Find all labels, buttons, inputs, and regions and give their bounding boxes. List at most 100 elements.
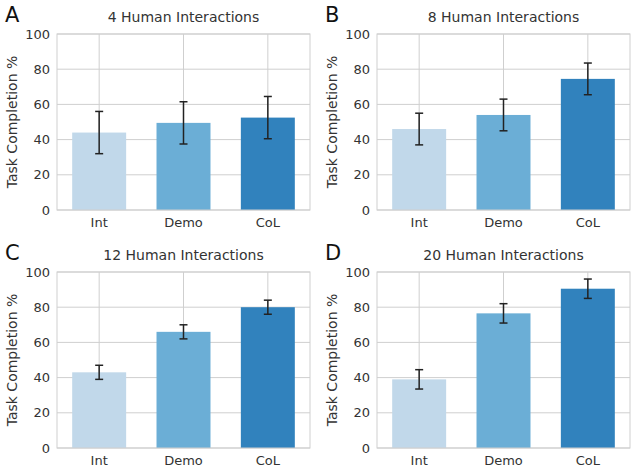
frame bbox=[57, 34, 310, 210]
error-bar bbox=[500, 99, 508, 131]
panel: 020406080100IntDemoCoL8 Human Interactio… bbox=[324, 3, 630, 230]
error-cap bbox=[584, 298, 592, 300]
panel: 0 20 40 60 80 100 Int Demo CoL 20 Human Interacti… bbox=[324, 241, 630, 468]
error-cap bbox=[415, 369, 423, 371]
frame bbox=[377, 34, 630, 210]
panel-letter: A bbox=[5, 3, 20, 27]
frame bbox=[57, 272, 310, 448]
error-line bbox=[503, 99, 505, 131]
y-tick-label: 100 bbox=[345, 27, 370, 42]
marks bbox=[72, 96, 295, 210]
x-tick-label: Int bbox=[411, 215, 428, 230]
y-tick-label: 0 bbox=[42, 203, 50, 218]
title: 20 Human Interactions bbox=[423, 247, 583, 263]
title: 8 Human Interactions bbox=[428, 9, 580, 25]
x-tick-label: CoL bbox=[256, 453, 281, 468]
y-tick-label: 60 bbox=[353, 335, 370, 350]
panel-letter: D bbox=[325, 241, 341, 265]
y-tick-label: 0 bbox=[362, 203, 370, 218]
x-tick-label: CoL bbox=[256, 215, 281, 230]
error-line bbox=[587, 279, 589, 298]
error-bar bbox=[264, 300, 272, 314]
y-tick-label: 60 bbox=[33, 97, 50, 112]
y-tick-label: 40 bbox=[33, 370, 50, 385]
error-cap bbox=[500, 322, 508, 324]
y-axis-label: Task Completion % bbox=[4, 56, 20, 190]
y-tick-label: 20 bbox=[33, 167, 50, 182]
x-tick-label: Int bbox=[91, 215, 108, 230]
x-tick-label: Int bbox=[411, 453, 428, 468]
bar bbox=[477, 313, 531, 448]
marks bbox=[392, 63, 615, 210]
y-tick-label: 100 bbox=[345, 265, 370, 280]
error-line bbox=[183, 325, 185, 339]
y-tick-label: 40 bbox=[353, 370, 370, 385]
x-tick-label: Int bbox=[91, 453, 108, 468]
y-tick-label: 60 bbox=[33, 335, 50, 350]
x-tick-label: Demo bbox=[164, 453, 203, 468]
error-cap bbox=[415, 388, 423, 390]
error-cap bbox=[584, 278, 592, 280]
error-cap bbox=[264, 313, 272, 315]
x-tick-label: Demo bbox=[484, 453, 523, 468]
y-axis-label: Task Completion % bbox=[324, 294, 340, 428]
error-line bbox=[503, 304, 505, 323]
error-bar bbox=[180, 325, 188, 339]
error-cap bbox=[584, 94, 592, 96]
y-tick-label: 20 bbox=[33, 405, 50, 420]
bar bbox=[561, 79, 615, 210]
error-line bbox=[418, 370, 420, 389]
error-cap bbox=[500, 98, 508, 100]
error-bar bbox=[264, 96, 272, 138]
y-tick-label: 20 bbox=[353, 405, 370, 420]
error-bar bbox=[180, 102, 188, 144]
error-cap bbox=[95, 111, 103, 113]
x-tick-label: CoL bbox=[576, 453, 601, 468]
error-cap bbox=[180, 338, 188, 340]
y-axis-label: Task Completion % bbox=[4, 294, 20, 428]
y-tick-label: 100 bbox=[25, 27, 50, 42]
error-cap bbox=[500, 130, 508, 132]
y-tick-label: 80 bbox=[353, 62, 370, 77]
panel-letter: C bbox=[5, 241, 20, 265]
title: 4 Human Interactions bbox=[108, 9, 260, 25]
error-cap bbox=[95, 365, 103, 367]
figure: 0 20 40 60 80 100 Int Demo CoL 4 Human Interactio… bbox=[0, 0, 638, 476]
error-line bbox=[183, 102, 185, 144]
error-cap bbox=[264, 138, 272, 140]
error-bar bbox=[500, 304, 508, 323]
error-bar bbox=[415, 370, 423, 389]
bar bbox=[241, 307, 295, 448]
error-cap bbox=[415, 144, 423, 146]
bar bbox=[157, 332, 211, 448]
y-tick-label: 80 bbox=[33, 62, 50, 77]
error-cap bbox=[180, 101, 188, 103]
error-cap bbox=[95, 153, 103, 155]
error-cap bbox=[264, 299, 272, 301]
y-axis-label: Task Completion % bbox=[324, 56, 340, 190]
x-tick-label: Demo bbox=[164, 215, 203, 230]
y-tick-label: 0 bbox=[362, 441, 370, 456]
panel: 0 20 40 60 80 100 Int Demo CoL 4 Human Interactio… bbox=[4, 3, 310, 230]
marks bbox=[392, 279, 615, 448]
bar bbox=[561, 289, 615, 448]
error-bar bbox=[415, 113, 423, 145]
error-bar bbox=[584, 279, 592, 298]
y-tick-label: 80 bbox=[353, 300, 370, 315]
error-line bbox=[587, 63, 589, 95]
y-tick-label: 100 bbox=[25, 265, 50, 280]
y-tick-label: 80 bbox=[33, 300, 50, 315]
y-tick-label: 40 bbox=[353, 132, 370, 147]
y-tick-label: 20 bbox=[353, 167, 370, 182]
x-tick-label: Demo bbox=[484, 215, 523, 230]
error-cap bbox=[180, 143, 188, 145]
error-cap bbox=[264, 96, 272, 98]
y-tick-label: 60 bbox=[353, 97, 370, 112]
y-tick-label: 40 bbox=[33, 132, 50, 147]
y-tick-label: 0 bbox=[42, 441, 50, 456]
error-cap bbox=[95, 379, 103, 381]
error-line bbox=[418, 113, 420, 145]
panel-letter: B bbox=[325, 3, 339, 27]
error-cap bbox=[415, 112, 423, 114]
bar bbox=[392, 379, 446, 448]
